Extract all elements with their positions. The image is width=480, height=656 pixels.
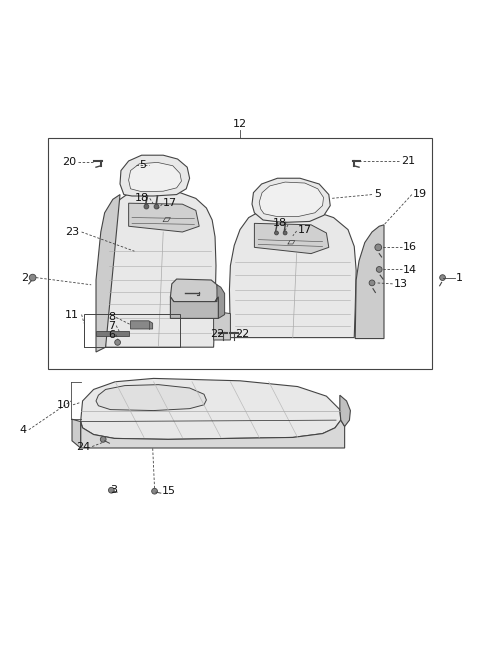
Bar xyxy=(48,138,432,369)
Text: 20: 20 xyxy=(62,157,76,167)
Bar xyxy=(84,314,180,347)
Text: 2: 2 xyxy=(21,273,28,283)
Text: 14: 14 xyxy=(403,266,417,276)
Text: 23: 23 xyxy=(65,227,79,237)
Polygon shape xyxy=(129,203,199,232)
Circle shape xyxy=(144,204,149,209)
Polygon shape xyxy=(252,178,330,222)
Text: 22: 22 xyxy=(210,329,225,338)
Polygon shape xyxy=(72,419,81,448)
Polygon shape xyxy=(131,321,153,329)
Circle shape xyxy=(154,204,159,209)
Polygon shape xyxy=(96,195,120,352)
Polygon shape xyxy=(96,384,206,411)
Polygon shape xyxy=(170,297,218,318)
Polygon shape xyxy=(214,311,230,340)
Text: 8: 8 xyxy=(108,312,115,323)
Polygon shape xyxy=(259,182,324,216)
Polygon shape xyxy=(254,223,329,254)
Text: 12: 12 xyxy=(233,119,247,129)
Polygon shape xyxy=(120,155,190,196)
Circle shape xyxy=(369,280,375,286)
Text: 1: 1 xyxy=(456,273,463,283)
Polygon shape xyxy=(129,163,181,192)
Polygon shape xyxy=(103,190,216,347)
Text: 13: 13 xyxy=(394,279,408,289)
Text: 6: 6 xyxy=(108,330,115,340)
Circle shape xyxy=(152,488,157,494)
Text: 17: 17 xyxy=(298,224,312,235)
Polygon shape xyxy=(170,279,218,302)
Text: 21: 21 xyxy=(401,156,415,166)
Text: 3: 3 xyxy=(110,485,118,495)
Text: 10: 10 xyxy=(57,400,71,410)
Polygon shape xyxy=(340,395,350,426)
Polygon shape xyxy=(355,225,384,338)
Text: 5: 5 xyxy=(374,189,382,199)
Text: 22: 22 xyxy=(235,329,250,338)
Polygon shape xyxy=(81,379,341,440)
Text: 7: 7 xyxy=(108,321,115,331)
Polygon shape xyxy=(96,331,129,336)
Text: 11: 11 xyxy=(65,310,79,319)
Circle shape xyxy=(29,274,36,281)
Circle shape xyxy=(275,231,278,235)
Text: 24: 24 xyxy=(76,441,90,451)
Text: 15: 15 xyxy=(162,486,176,496)
Circle shape xyxy=(283,231,287,235)
Polygon shape xyxy=(229,208,356,338)
Text: 16: 16 xyxy=(403,242,417,253)
Polygon shape xyxy=(215,285,225,318)
Text: 19: 19 xyxy=(413,189,427,199)
Polygon shape xyxy=(81,420,345,448)
Circle shape xyxy=(115,340,120,345)
Circle shape xyxy=(375,244,382,251)
Text: 17: 17 xyxy=(163,198,177,208)
Circle shape xyxy=(376,266,382,272)
Text: 5: 5 xyxy=(139,160,146,170)
Text: 18: 18 xyxy=(273,218,287,228)
Circle shape xyxy=(100,436,106,442)
Circle shape xyxy=(440,275,445,281)
Circle shape xyxy=(108,487,114,493)
Text: 4: 4 xyxy=(19,425,26,435)
Text: 18: 18 xyxy=(135,194,149,203)
